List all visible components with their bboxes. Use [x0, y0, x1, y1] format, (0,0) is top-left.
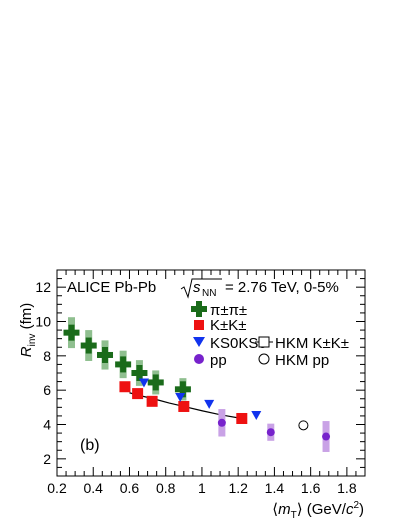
- x-tick-label: 1.6: [301, 480, 321, 496]
- legend-item-kaon-neutral: KS0KS0: [193, 335, 267, 352]
- svg-text:NN: NN: [202, 288, 216, 299]
- pion-marker-h: [174, 386, 191, 393]
- pion-marker-h: [131, 370, 148, 376]
- y-tick-label: 4: [43, 417, 51, 433]
- pion-point: [131, 365, 148, 381]
- y-tick-label: 12: [35, 279, 51, 295]
- kaon-charged-point: [236, 412, 248, 424]
- legend-label-hkm-kaon: HKM K±K±: [275, 335, 349, 352]
- energy-label: s NN = 2.76 TeV, 0-5%: [180, 278, 339, 299]
- pion-marker-h: [80, 342, 97, 349]
- x-tick-label: 0.8: [156, 480, 176, 496]
- kaon-neutral-point: [175, 393, 186, 403]
- legend-item-hkm-pp: HKM pp: [258, 352, 329, 369]
- x-tick-label: 0.4: [84, 480, 104, 496]
- pp-point: [322, 432, 331, 441]
- legend-label-pp: pp: [210, 352, 227, 369]
- panel-label: (b): [80, 437, 100, 454]
- legend-label-pion: π±π±: [210, 302, 247, 319]
- x-tick-label: 1.4: [265, 480, 285, 496]
- kaon-neutral-point: [251, 411, 262, 421]
- x-tick-label: 0.6: [120, 480, 140, 496]
- pion-marker-h: [97, 351, 114, 358]
- y-tick-label: 10: [35, 314, 51, 330]
- sqrt-sign: [180, 278, 222, 299]
- x-tick-label: 0.2: [47, 480, 67, 496]
- y-axis-title: Rinv (fm): [18, 303, 38, 357]
- y-tick-label: 6: [43, 382, 51, 398]
- pion-point: [174, 381, 191, 398]
- pion-point: [63, 324, 80, 341]
- kaon-neutral-point: [138, 378, 149, 388]
- x-tick-label: 1: [198, 480, 206, 496]
- legend-label-kaon-charged: K±K±: [210, 317, 246, 334]
- pion-point: [80, 337, 97, 354]
- pp-point: [217, 418, 226, 427]
- pion-marker-h: [115, 361, 132, 368]
- pion-point: [147, 374, 164, 391]
- y-tick-label: 2: [43, 451, 51, 467]
- kaon-charged-point: [178, 400, 190, 412]
- kaon-neutral-point: [204, 399, 215, 409]
- legend-item-hkm-kaon: HKM K±K±: [255, 335, 349, 352]
- kaon-charged-point: [132, 388, 144, 400]
- plot-frame: [56, 269, 366, 477]
- x-axis-title: ⟨mT⟩ (GeV/c2): [272, 500, 364, 521]
- kaon-charged-point: [146, 395, 158, 407]
- legend: π±π± K±K± KS0KS0 pp HKM K±K± HKM pp: [191, 301, 349, 369]
- legend-item-pion: π±π±: [191, 301, 247, 319]
- x-tick-label: 1.8: [337, 480, 357, 496]
- legend-label-kaon-neutral: KS0KS0: [210, 335, 267, 352]
- pion-marker-h: [147, 379, 164, 386]
- pion-point: [97, 346, 114, 363]
- chart-title: ALICE Pb-Pb: [67, 279, 156, 296]
- legend-item-kaon-charged: K±K±: [194, 317, 246, 334]
- kaon-charged-point: [119, 381, 131, 393]
- pion-point: [115, 356, 132, 373]
- pion-marker-h: [63, 329, 80, 336]
- svg-text:= 2.76 TeV, 0-5%: = 2.76 TeV, 0-5%: [225, 279, 339, 296]
- hkm-pp-point: [298, 420, 309, 431]
- data-points: [63, 317, 331, 452]
- pp-point: [266, 428, 275, 437]
- x-tick-label: 1.2: [228, 480, 248, 496]
- y-tick-label: 8: [43, 348, 51, 364]
- legend-item-pp: pp: [194, 352, 227, 369]
- tick-labels: 0.2 0.4 0.6 0.8 1 1.2 1.4 1.6 1.8 2 4 6 8 10 12: [35, 279, 356, 496]
- axis-ticks: [56, 269, 366, 477]
- svg-text:s: s: [193, 279, 201, 296]
- legend-label-hkm-pp: HKM pp: [275, 352, 329, 369]
